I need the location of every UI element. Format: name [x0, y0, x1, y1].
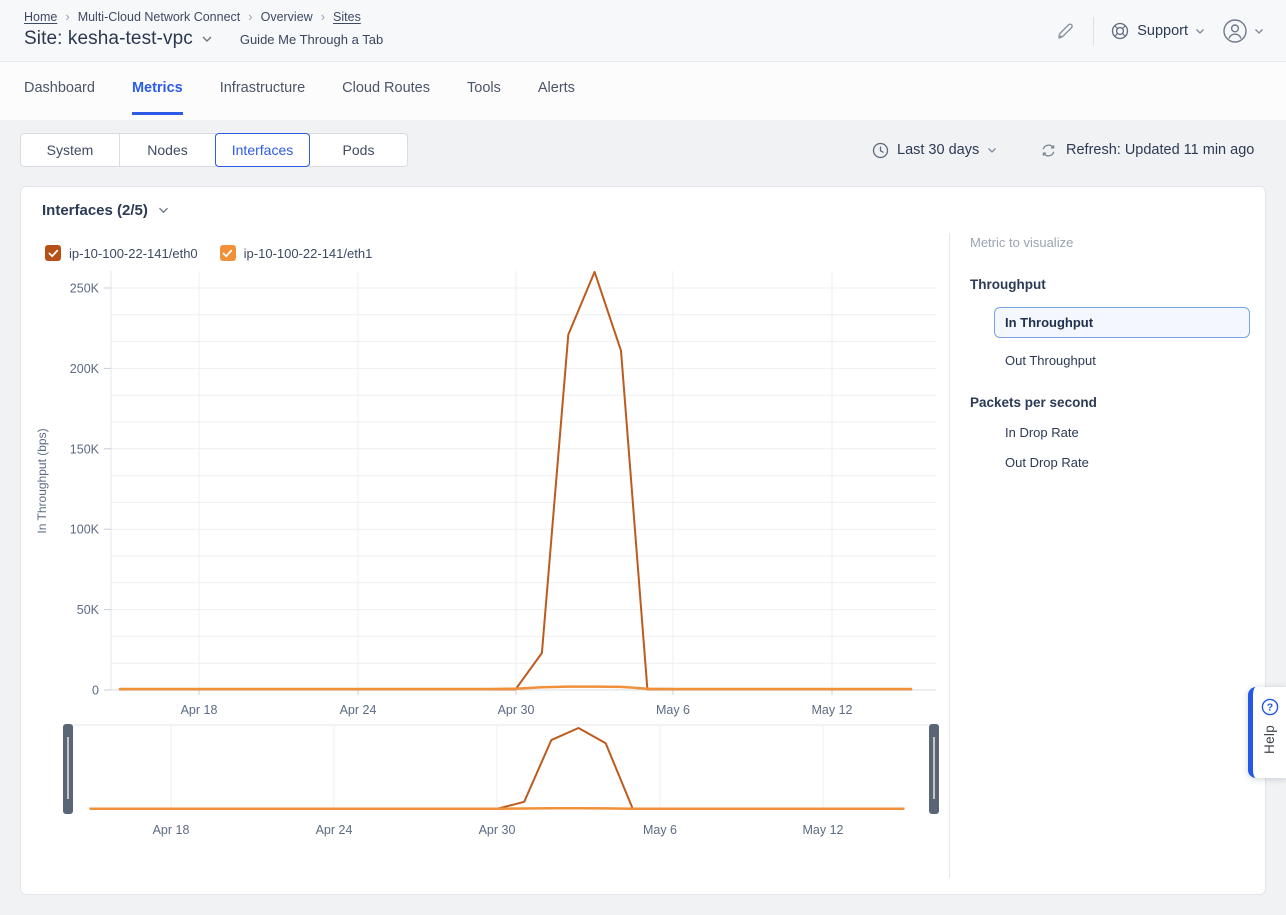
refresh-icon	[1042, 144, 1055, 156]
brush-x-tick-label: Apr 18	[153, 823, 190, 837]
brush-x-tick-label: May 12	[803, 823, 844, 837]
x-tick-label: May 6	[656, 703, 690, 717]
breadcrumb-sites[interactable]: Sites	[333, 9, 361, 24]
time-range-selector[interactable]: Last 30 days	[872, 133, 997, 167]
brush-x-tick-label: Apr 24	[316, 823, 353, 837]
svg-text:?: ?	[1266, 702, 1272, 714]
page-title: Site: kesha-test-vpc	[24, 28, 193, 49]
x-tick-label: May 12	[812, 703, 853, 717]
chevron-right-icon: ›	[65, 9, 70, 24]
support-label: Support	[1137, 23, 1188, 39]
panel-title: Interfaces (2/5)	[42, 202, 148, 219]
panel-collapse-caret[interactable]	[158, 207, 169, 214]
chevron-down-icon	[1255, 28, 1263, 34]
brush-x-tick-label: Apr 30	[479, 823, 516, 837]
y-tick-label: 50K	[77, 603, 100, 617]
chevron-down-icon	[158, 207, 168, 214]
help-label: Help	[1262, 725, 1277, 754]
y-tick-label: 250K	[70, 282, 100, 296]
chart-legend: ip-10-100-22-141/eth0 ip-10-100-22-141/e…	[45, 245, 372, 261]
account-menu[interactable]	[1221, 17, 1264, 45]
tab-dashboard[interactable]: Dashboard	[24, 80, 95, 96]
breadcrumb: Home › Multi-Cloud Network Connect › Ove…	[24, 9, 361, 24]
time-range-label: Last 30 days	[897, 142, 980, 158]
legend-item-eth1[interactable]: ip-10-100-22-141/eth1	[219, 245, 373, 261]
chevron-right-icon: ›	[248, 9, 253, 24]
chevron-down-icon	[988, 147, 997, 153]
subtab-nodes[interactable]: Nodes	[119, 133, 216, 167]
breadcrumb-overview[interactable]: Overview	[260, 9, 313, 24]
clock-icon	[872, 142, 889, 158]
sidebar-title: Metric to visualize	[970, 235, 1074, 250]
interfaces-panel: Interfaces (2/5) ip-10-100-22-141/eth0 i…	[20, 186, 1266, 895]
main-tab-bar: Dashboard Metrics Infrastructure Cloud R…	[0, 62, 1286, 120]
chevron-right-icon: ›	[320, 9, 326, 24]
tab-infrastructure[interactable]: Infrastructure	[219, 80, 306, 96]
pen-icon	[1058, 23, 1073, 39]
legend-label-eth1: ip-10-100-22-141/eth1	[243, 245, 373, 261]
x-tick-label: Apr 24	[340, 703, 377, 717]
tab-alerts[interactable]: Alerts	[537, 80, 575, 96]
checkmark-icon	[48, 249, 58, 258]
support-menu[interactable]: Support	[1110, 21, 1205, 41]
refresh-button[interactable]: Refresh: Updated 11 min ago	[1040, 133, 1254, 167]
metric-group-throughput: Throughput	[970, 277, 1046, 292]
legend-item-eth0[interactable]: ip-10-100-22-141/eth0	[45, 245, 198, 261]
metric-group-pps: Packets per second	[970, 395, 1097, 410]
chevron-down-icon	[202, 36, 212, 42]
metric-in-drop-rate[interactable]: In Drop Rate	[1005, 425, 1079, 440]
top-header: Home › Multi-Cloud Network Connect › Ove…	[0, 0, 1286, 62]
site-selector-caret[interactable]	[201, 35, 213, 43]
tab-tools[interactable]: Tools	[467, 80, 501, 96]
y-axis-title: In Throughput (bps)	[35, 428, 49, 533]
metric-sidebar: Metric to visualize Throughput In Throug…	[949, 233, 1266, 878]
divider	[1093, 17, 1095, 45]
metric-out-throughput[interactable]: Out Throughput	[1005, 353, 1096, 368]
checkbox-eth0[interactable]	[45, 245, 61, 261]
y-tick-label: 200K	[70, 362, 100, 376]
throughput-line-chart: 0 50K 100K 150K 200K 250K Apr 18 Apr 24 Apr 30 Ma…	[35, 270, 939, 837]
header-actions: Support	[1055, 13, 1264, 49]
metric-out-drop-rate[interactable]: Out Drop Rate	[1005, 455, 1089, 470]
legend-label-eth0: ip-10-100-22-141/eth0	[69, 245, 198, 261]
x-tick-label: Apr 18	[181, 703, 218, 717]
refresh-label: Refresh: Updated 11 min ago	[1066, 142, 1255, 158]
breadcrumb-home[interactable]: Home	[24, 9, 58, 24]
y-tick-label: 150K	[70, 442, 100, 456]
brush-x-tick-label: May 6	[643, 823, 677, 837]
subtab-system[interactable]: System	[20, 133, 120, 167]
title-row: Site: kesha-test-vpc Guide Me Through a …	[24, 28, 383, 50]
tab-metrics[interactable]: Metrics	[131, 62, 183, 115]
subtab-pods[interactable]: Pods	[309, 133, 408, 167]
checkbox-eth1[interactable]	[219, 245, 236, 261]
subtab-interfaces[interactable]: Interfaces	[215, 133, 310, 167]
chevron-down-icon	[1196, 28, 1204, 34]
y-tick-label: 100K	[70, 523, 100, 537]
question-mark-icon: ?	[1261, 698, 1278, 716]
lifebuoy-icon	[1112, 22, 1129, 40]
help-button[interactable]: ? Help	[1248, 687, 1286, 778]
checkmark-icon	[222, 249, 233, 258]
y-tick-label: 0	[92, 684, 99, 698]
breadcrumb-multicloud[interactable]: Multi-Cloud Network Connect	[77, 9, 241, 24]
guide-me-link[interactable]: Guide Me Through a Tab	[239, 31, 384, 47]
brush-chart-line-eth1	[89, 807, 905, 811]
metrics-subtabs: System Nodes Interfaces Pods	[20, 133, 408, 167]
x-tick-label: Apr 30	[498, 703, 535, 717]
metric-in-throughput[interactable]: In Throughput	[994, 307, 1250, 338]
avatar-icon	[1223, 19, 1247, 43]
main-chart-line-eth1	[118, 685, 913, 691]
tab-cloud-routes[interactable]: Cloud Routes	[342, 80, 430, 96]
theme-pen-button[interactable]	[1055, 20, 1077, 42]
